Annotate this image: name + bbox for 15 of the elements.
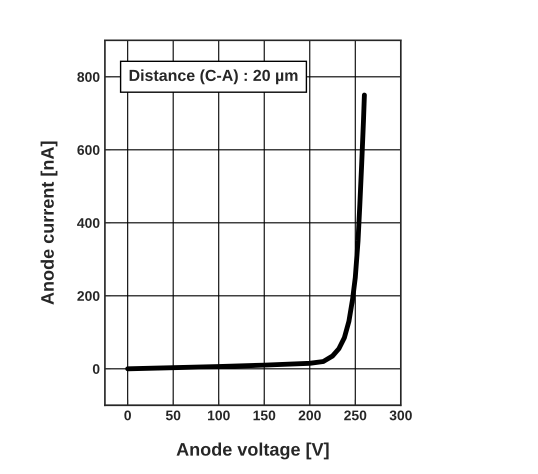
x-tick-label: 250 [344,410,366,420]
y-axis-title: Anode current [nA] [40,142,58,305]
y-tick-label: 800 [77,72,100,82]
x-tick-label: 0 [124,410,131,420]
x-tick-label: 200 [298,410,321,420]
x-tick-label: 100 [208,410,230,420]
y-tick-label: 200 [77,291,100,301]
x-tick-label: 50 [166,410,180,420]
y-tick-label: 400 [77,218,100,228]
x-tick-label: 300 [390,410,412,420]
x-axis-title: Anode voltage [V] [176,442,329,460]
annotation: Distance (C-A) : 20 µm [130,69,298,84]
x-tick-label: 150 [254,410,276,420]
y-tick-label: 600 [77,145,100,155]
y-tick-label: 0 [92,364,100,374]
